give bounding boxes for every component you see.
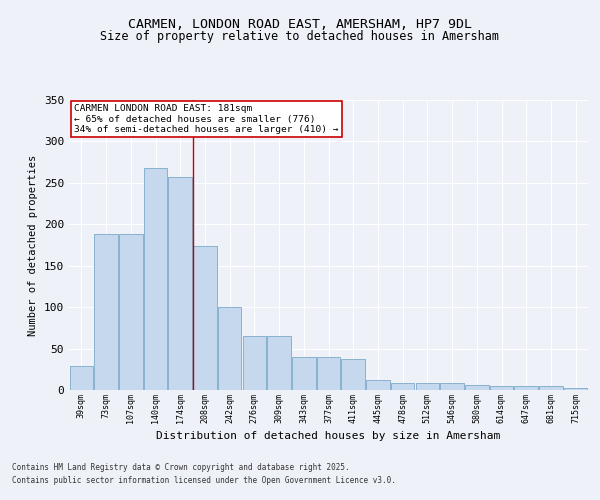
- Text: Contains public sector information licensed under the Open Government Licence v3: Contains public sector information licen…: [12, 476, 396, 485]
- Bar: [94, 234, 118, 390]
- Bar: [70, 366, 93, 390]
- Bar: [268, 336, 291, 390]
- Y-axis label: Number of detached properties: Number of detached properties: [28, 154, 38, 336]
- Bar: [539, 386, 563, 390]
- Bar: [564, 388, 587, 390]
- Bar: [218, 307, 241, 390]
- Bar: [514, 386, 538, 390]
- Bar: [119, 234, 143, 390]
- Text: Contains HM Land Registry data © Crown copyright and database right 2025.: Contains HM Land Registry data © Crown c…: [12, 464, 350, 472]
- Text: CARMEN LONDON ROAD EAST: 181sqm
← 65% of detached houses are smaller (776)
34% o: CARMEN LONDON ROAD EAST: 181sqm ← 65% of…: [74, 104, 338, 134]
- Bar: [317, 357, 340, 390]
- Bar: [169, 177, 192, 390]
- Bar: [292, 357, 316, 390]
- Text: CARMEN, LONDON ROAD EAST, AMERSHAM, HP7 9DL: CARMEN, LONDON ROAD EAST, AMERSHAM, HP7 …: [128, 18, 472, 30]
- Bar: [416, 384, 439, 390]
- Bar: [440, 384, 464, 390]
- Text: Size of property relative to detached houses in Amersham: Size of property relative to detached ho…: [101, 30, 499, 43]
- Bar: [242, 336, 266, 390]
- Bar: [341, 358, 365, 390]
- X-axis label: Distribution of detached houses by size in Amersham: Distribution of detached houses by size …: [157, 431, 500, 441]
- Bar: [465, 385, 488, 390]
- Bar: [144, 168, 167, 390]
- Bar: [391, 382, 415, 390]
- Bar: [490, 386, 513, 390]
- Bar: [366, 380, 389, 390]
- Bar: [193, 246, 217, 390]
